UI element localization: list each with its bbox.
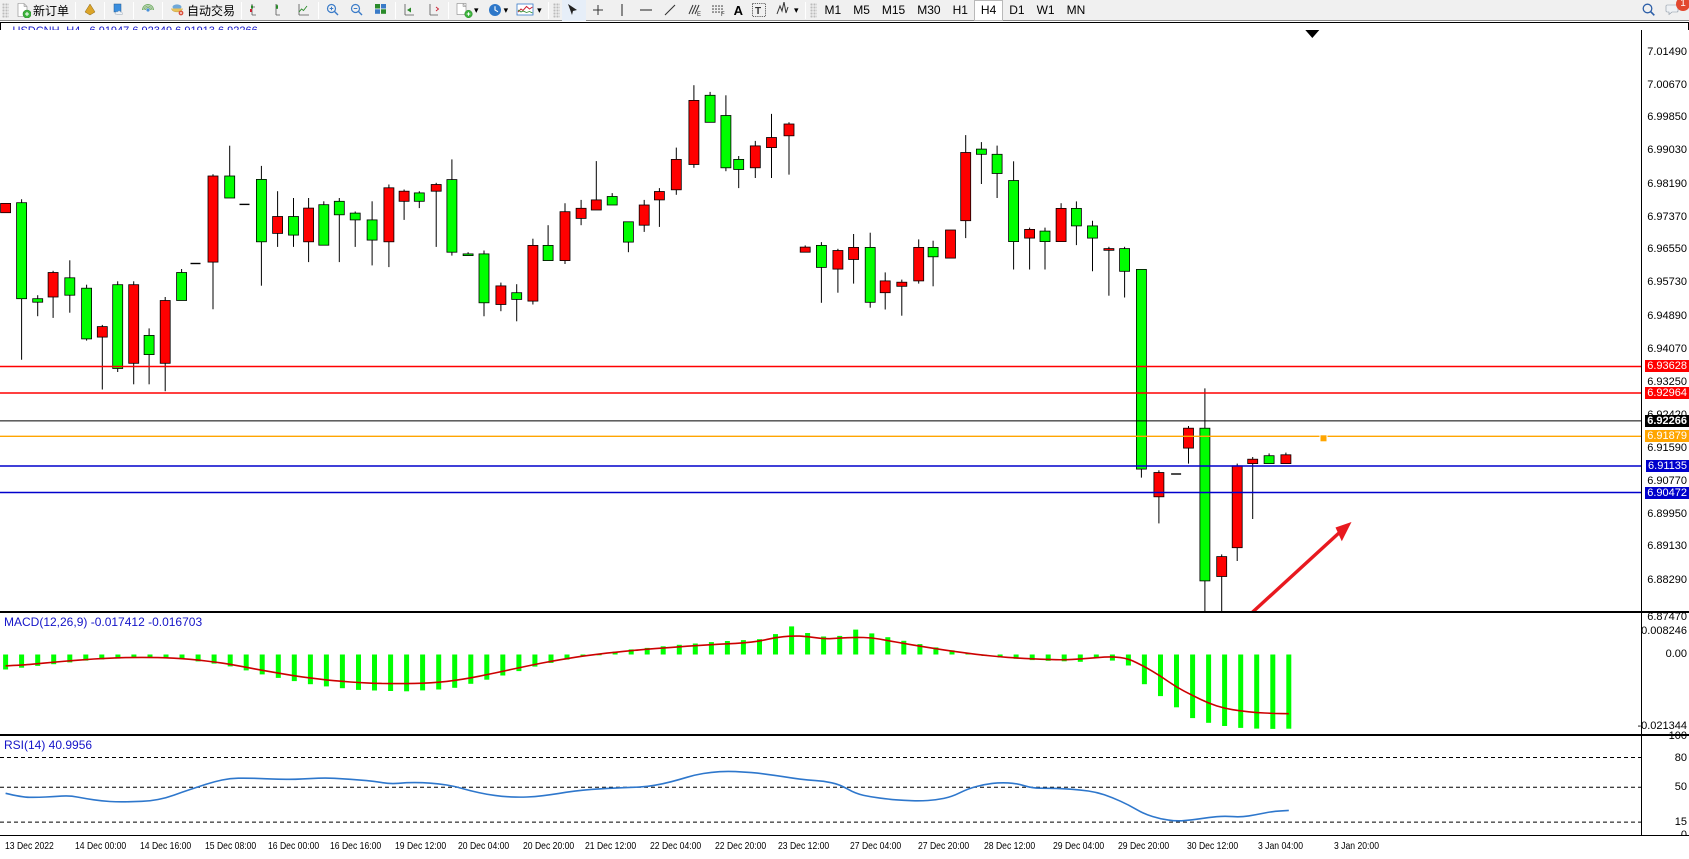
svg-text:T: T <box>755 6 761 17</box>
svg-text:F: F <box>721 12 725 18</box>
svg-text:E: E <box>697 12 701 18</box>
